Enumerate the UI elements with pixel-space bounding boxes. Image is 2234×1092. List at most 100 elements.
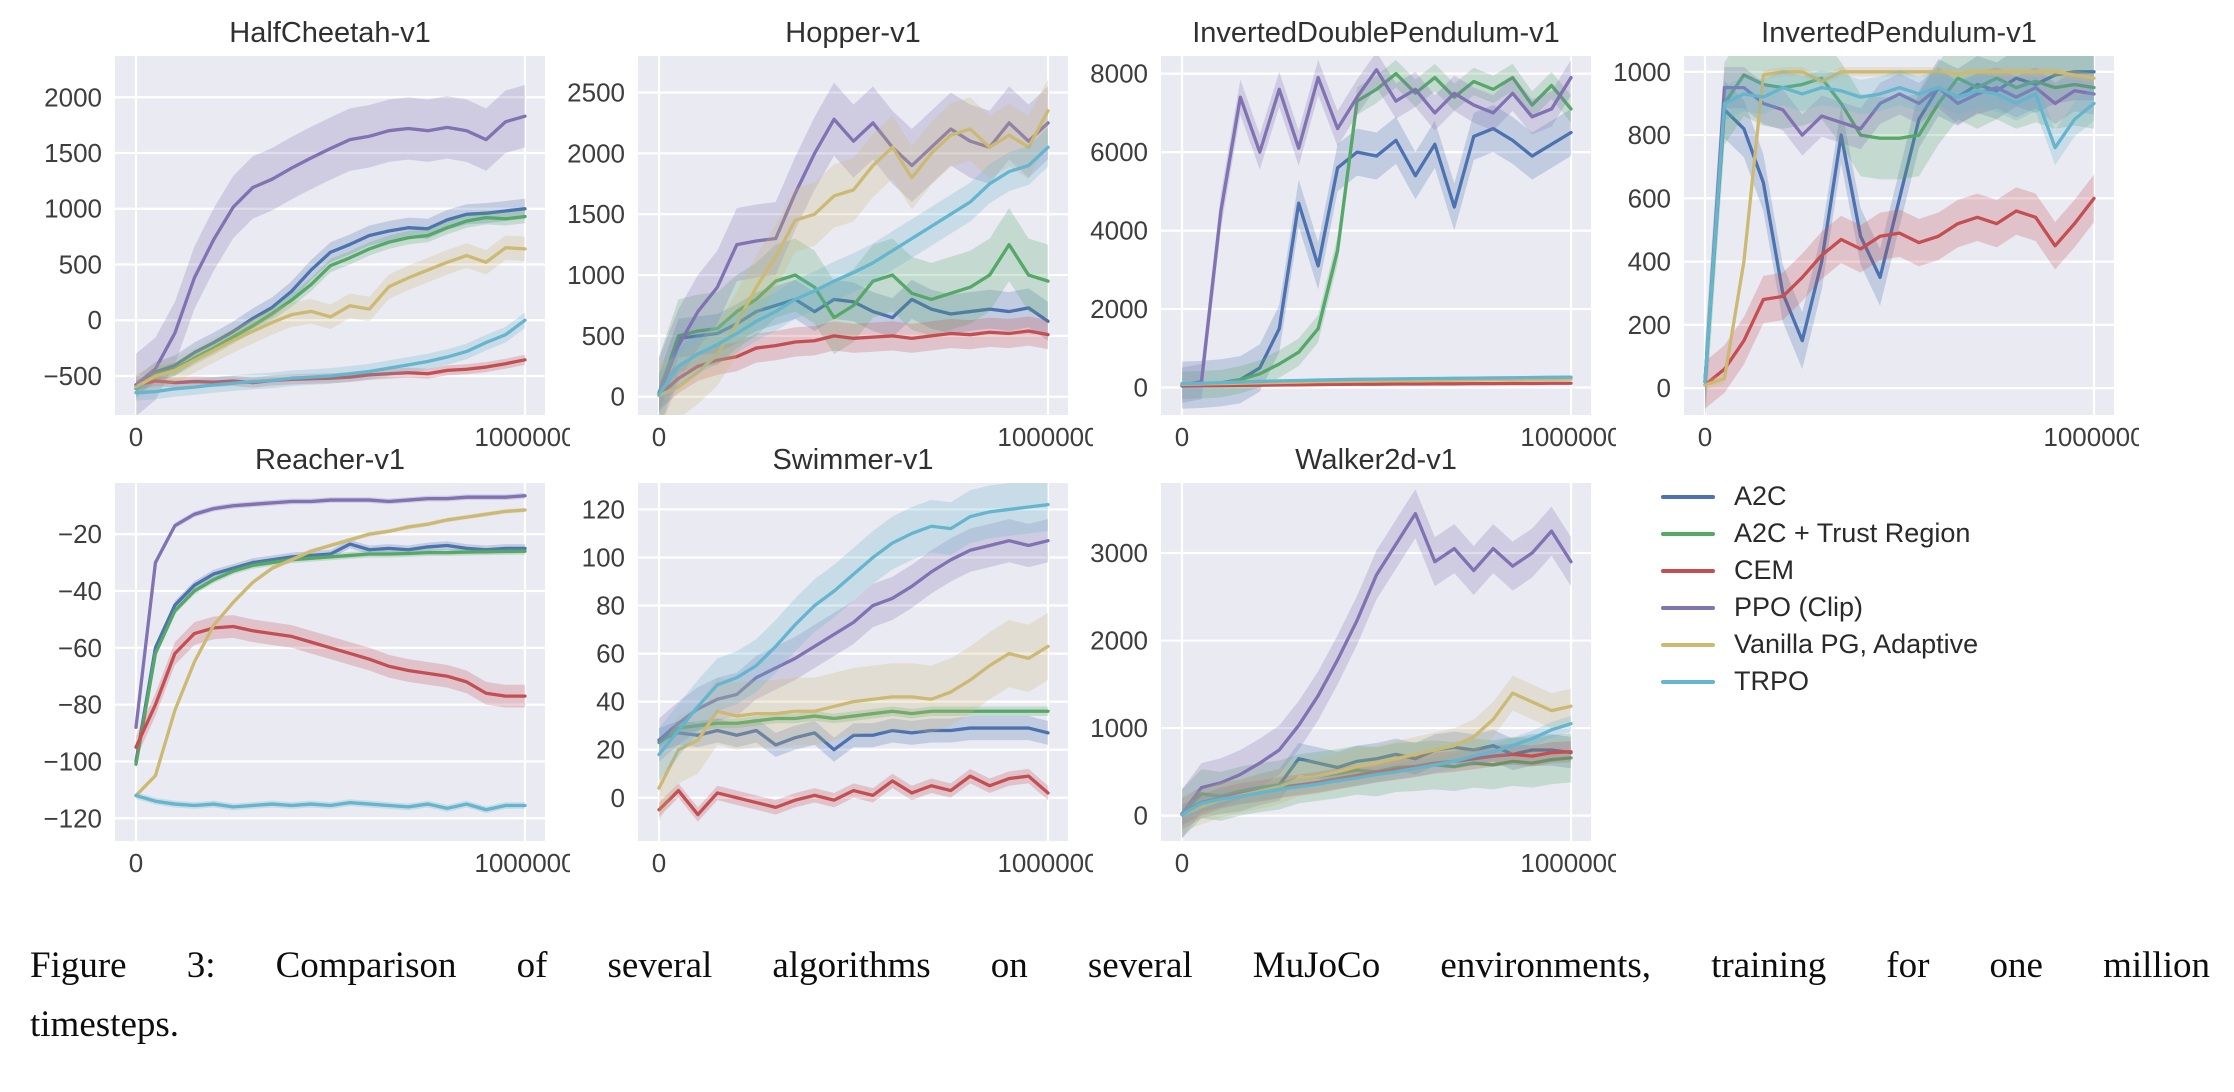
confidence-band-ppo-clip- [1705,67,2094,403]
series-line-cem [134,358,527,387]
y-tick-label: 0 [88,305,102,335]
subplot-title: Hopper-v1 [785,17,920,49]
legend-line-swatch [1661,531,1715,536]
legend-item: A2C + Trust Region [1661,515,1978,552]
series-line-ppo-clip- [1180,511,1573,816]
y-tick-label: 80 [596,591,625,621]
confidence-band-trpo [659,483,1048,781]
y-tick-label: 8000 [1090,59,1148,89]
subplot-title: HalfCheetah-v1 [229,17,431,49]
chart-svg-hopper-v1: 0 500 1000 1500 2000 2500 0 1000000 Hopper-v1 [567,17,1093,452]
y-tick-label: 3000 [1090,538,1148,568]
confidence-band-cem [659,316,1048,411]
chart-svg-swimmer-v1: 0 20 40 60 80 100 120 0 1000000 Swimmer-v1 [582,444,1093,878]
chart-svg-walker2d-v1: 0 1000 2000 3000 0 1000000 Walker2d-v1 [1090,444,1616,878]
legend-item-label: A2C [1734,481,1787,511]
confidence-band-ppo-clip- [136,84,525,415]
subplot-walker2d-v1: 0 1000 2000 3000 0 1000000 Walker2d-v1 [1076,433,1616,889]
caption-line-2: timesteps. [30,1004,180,1045]
legend-line-swatch [1661,605,1715,610]
series-line-a2c [657,726,1050,752]
y-tick-label: 0 [1134,373,1148,403]
chart-svg-inverteddoublependulum-v1: 0 2000 4000 6000 8000 0 1000000 InvertedDoubleP… [1090,17,1616,452]
subplot-title: Swimmer-v1 [772,444,933,476]
y-tick-label: 2000 [567,138,625,168]
y-tick-label: 0 [1657,373,1671,403]
y-tick-label: 200 [1628,310,1671,340]
x-tick-label: 1000000 [2043,422,2139,452]
legend-item-label: CEM [1734,555,1794,585]
series-group [1703,56,2096,415]
series-line-trpo [134,318,527,395]
series-line-vanilla-pg-adaptive [134,246,527,389]
subplot-hopper-v1: 0 500 1000 1500 2000 2500 0 1000000 Hopper-v1 [553,6,1093,463]
legend-item-label: PPO (Clip) [1734,592,1864,622]
y-tick-label: 120 [582,494,625,524]
y-tick-label: −40 [58,576,102,606]
chart-svg-invertedpendulum-v1: 0 200 400 600 800 1000 0 1000000 InvertedPendulu… [1613,17,2139,452]
series-line-a2c-trust-region [1703,73,2096,384]
y-tick-label: 2500 [567,78,625,108]
series-line-a2c-trust-region [134,214,527,391]
chart-svg-halfcheetah-v1: −500 0 500 1000 1500 2000 0 1000000 HalfCheetah-… [43,17,570,452]
y-tick-label: 60 [596,639,625,669]
x-tick-label: 1000000 [997,422,1093,452]
confidence-band-trpo [136,312,525,401]
x-tick-label: 0 [1698,422,1712,452]
legend-line-swatch [1661,568,1715,573]
y-tick-label: 1000 [567,260,625,290]
y-tick-label: 20 [596,735,625,765]
subplot-swimmer-v1: 0 20 40 60 80 100 120 0 1000000 Swimmer-v1 [553,433,1093,889]
confidence-band-vanilla-pg-adaptive [659,612,1048,822]
subplot-title: InvertedDoublePendulum-v1 [1192,17,1560,49]
confidence-band-ppo-clip- [659,519,1048,762]
y-tick-label: 600 [1628,183,1671,213]
y-tick-label: −120 [43,803,102,833]
confidence-band-ppo-clip- [659,82,1048,415]
y-tick-label: 0 [611,783,625,813]
legend-line-swatch [1661,494,1715,499]
series-line-trpo [134,793,527,812]
series-line-vanilla-pg-adaptive [657,644,1050,790]
confidence-band-cem [1182,741,1571,826]
series-line-a2c-trust-region [657,709,1050,745]
y-tick-label: −100 [43,746,102,776]
series-line-cem [134,624,527,749]
legend-line-swatch [1661,642,1715,647]
series-line-a2c-trust-region [1180,72,1573,387]
legend-item: PPO (Clip) [1661,589,1978,626]
x-tick-label: 0 [652,422,666,452]
confidence-band-cem [136,615,525,759]
confidence-band-trpo [1182,715,1571,823]
caption-line-1: Figure 3: Comparison of several algorith… [30,945,2210,986]
confidence-band-a2c-trust-region [659,706,1048,748]
subplot-title: InvertedPendulum-v1 [1761,17,2037,49]
y-tick-label: −500 [43,361,102,391]
y-tick-label: 1000 [1090,713,1148,743]
legend-item: A2C [1661,478,1978,515]
series-line-cem [657,329,1050,398]
y-tick-label: −20 [58,519,102,549]
series-line-a2c [657,297,1050,395]
series-line-trpo [657,502,1050,757]
series-line-ppo-clip- [134,494,527,729]
y-tick-label: 100 [582,542,625,572]
legend-item-label: Vanilla PG, Adaptive [1734,629,1979,659]
y-tick-label: 1000 [1613,57,1671,87]
y-tick-label: 4000 [1090,216,1148,246]
series-line-ppo-clip- [657,539,1050,742]
x-tick-label: 0 [652,848,666,878]
confidence-band-trpo [1705,70,2094,400]
figure-caption: Figure 3: Comparison of several algorith… [30,936,2210,1054]
series-line-cem [657,774,1050,817]
series-group [134,492,527,814]
series-line-a2c-trust-region [134,549,527,766]
y-tick-label: −60 [58,633,102,663]
y-tick-label: 6000 [1090,137,1148,167]
x-tick-label: 0 [129,422,143,452]
series-group [657,79,1050,415]
y-tick-label: 2000 [44,82,102,112]
series-line-a2c-trust-region [657,242,1050,395]
legend-item: CEM [1661,552,1978,589]
legend-item: Vanilla PG, Adaptive [1661,626,1978,663]
